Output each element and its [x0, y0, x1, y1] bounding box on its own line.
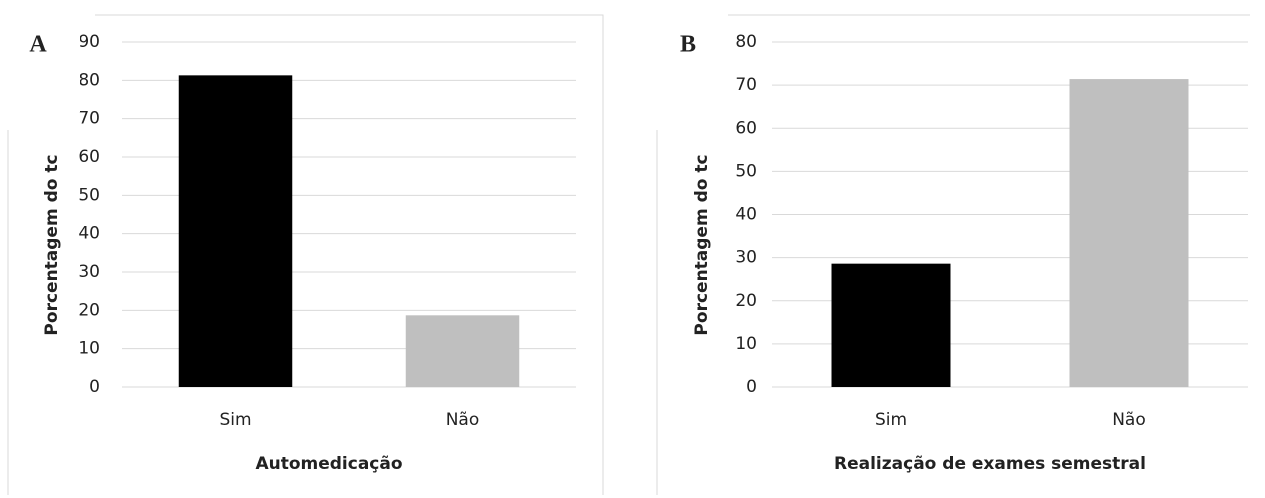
label-cover — [10, 28, 80, 112]
y-axis-title: Porcentagem do tc — [692, 154, 712, 335]
y-tick-label: 60 — [78, 147, 100, 167]
panel-label: B — [680, 32, 696, 58]
y-tick-label: 20 — [735, 291, 757, 311]
y-tick-label: 20 — [78, 300, 100, 320]
y-tick-label: 10 — [735, 334, 757, 354]
x-tick-label: Não — [446, 410, 480, 430]
y-tick-label: 30 — [78, 262, 100, 282]
y-tick-label: 80 — [735, 32, 757, 52]
y-tick-label: 0 — [89, 377, 100, 397]
x-tick-label: Sim — [219, 410, 251, 430]
x-axis-title: Automedicação — [255, 454, 402, 474]
y-tick-label: 70 — [78, 109, 100, 129]
y-axis-title: Porcentagem do tc — [42, 154, 62, 335]
bar — [831, 263, 951, 387]
y-tick-label: 50 — [735, 161, 757, 181]
x-tick-label: Não — [1112, 410, 1146, 430]
panel-frame — [95, 14, 604, 495]
x-tick-label: Sim — [875, 410, 907, 430]
y-tick-label: 50 — [78, 185, 100, 205]
y-tick-label: 60 — [735, 118, 757, 138]
panel-label: A — [29, 32, 47, 58]
bar — [178, 75, 293, 387]
y-tick-label: 80 — [78, 70, 100, 90]
y-tick-label: 40 — [735, 205, 757, 225]
bar — [1069, 79, 1189, 388]
bar — [405, 315, 520, 387]
y-tick-label: 70 — [735, 75, 757, 95]
y-tick-label: 90 — [78, 32, 100, 52]
y-tick-label: 30 — [735, 248, 757, 268]
y-tick-label: 0 — [746, 377, 757, 397]
y-tick-label: 10 — [78, 339, 100, 359]
y-tick-label: 40 — [78, 224, 100, 244]
x-axis-title: Realização de exames semestral — [834, 454, 1146, 474]
